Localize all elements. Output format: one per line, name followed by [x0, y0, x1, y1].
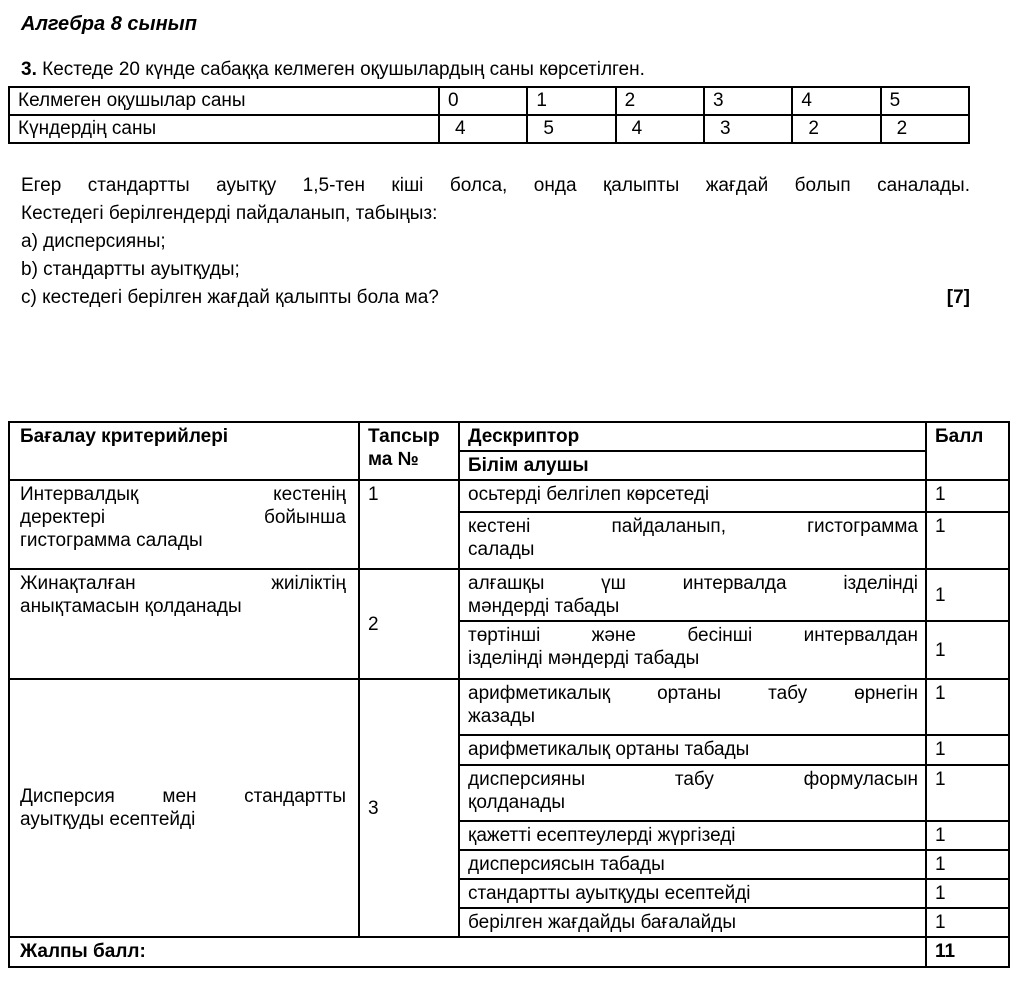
cell-value: 5: [879, 86, 971, 116]
document-title: Алгебра 8 сынып: [21, 13, 197, 35]
header-student: Білім алушы: [458, 450, 927, 481]
cell-value: 4: [614, 114, 705, 144]
total-label: Жалпы балл:: [8, 936, 927, 968]
cell-value: 5: [526, 114, 617, 144]
cell-value: 4: [791, 86, 882, 116]
descriptor-cell: берілген жағдайды бағалайды: [458, 907, 927, 938]
rubric-table: Бағалау критерийлері Тапсыр ма № Дескрипт…: [8, 421, 1010, 968]
page: { "doc": { "title": "Алгебра 8 сынып" },…: [0, 12, 1016, 992]
score-cell: 1: [925, 620, 1010, 680]
descriptor-cell: арифметикалық ортаны табады: [458, 734, 927, 766]
rubric-row: арифметикалық ортаны табады 1: [9, 734, 1010, 766]
absence-table: Келмеген оқушылар саны 0 1 2 3 4 5 Күнде…: [8, 86, 971, 144]
task-item-b: b) стандартты ауытқуды;: [21, 259, 240, 280]
rubric-row: дисперсияны табу формуласын қолданады 1: [9, 764, 1010, 822]
score-cell: 1: [925, 734, 1010, 766]
rubric-row: төртінші және бесінші интервалдан ізделін…: [9, 620, 1010, 680]
cell-value: 0: [437, 86, 529, 116]
score-cell: 1: [925, 764, 1010, 822]
problem-text: Кестеде 20 күнде сабаққа келмеген оқушыл…: [36, 59, 645, 80]
descriptor-cell: дисперсияны табу формуласын қолданады: [458, 764, 927, 822]
header-descriptor: Дескриптор: [458, 421, 927, 452]
task-item-c: c) кестедегі берілген жағдай қалыпты бол…: [21, 284, 970, 312]
header-task-number: Тапсыр ма №: [358, 421, 460, 481]
rubric-row: стандартты ауытқуды есептейді 1: [9, 878, 1010, 909]
total-score: 11: [925, 936, 1010, 968]
row-label: Келмеген оқушылар саны: [8, 86, 440, 116]
rubric-row: кестені пайдаланып, гистограмма салады 1: [9, 511, 1010, 570]
intro-text: Егер стандартты ауытқу 1,5-тен кіші болс…: [21, 175, 970, 224]
score-cell: 1: [925, 820, 1010, 851]
task-item-a: a) дисперсияны;: [21, 231, 166, 252]
descriptor-cell: кестені пайдаланып, гистограмма салады: [458, 511, 927, 570]
problem-number: 3.: [21, 59, 37, 80]
score-cell: 1: [925, 907, 1010, 938]
problem-statement: 3. Кестеде 20 күнде сабаққа келмеген оқу…: [21, 58, 1016, 82]
rubric-row: қажетті есептеулерді жүргізеді 1: [9, 820, 1010, 851]
score-cell: 1: [925, 878, 1010, 909]
absence-table-row-students: Келмеген оқушылар саны 0 1 2 3 4 5: [8, 86, 971, 116]
criteria-cell-3: Дисперсия мен стандартты ауытқуды есептей…: [8, 678, 360, 938]
task-number-cell-3: 3: [358, 678, 460, 938]
intro-paragraph: Егер стандартты ауытқу 1,5-тен кіші болс…: [21, 172, 970, 312]
score-cell: 1: [925, 849, 1010, 880]
cell-value: 3: [702, 114, 794, 144]
cell-value: 3: [702, 86, 794, 116]
score-cell: 1: [925, 568, 1010, 622]
descriptor-cell: арифметикалық ортаны табу өрнегін жазады: [458, 678, 927, 736]
task-number-cell-2: 2: [358, 568, 460, 680]
cell-value: 2: [614, 86, 705, 116]
descriptor-cell: дисперсиясын табады: [458, 849, 927, 880]
cell-value: 2: [791, 114, 882, 144]
descriptor-cell: қажетті есептеулерді жүргізеді: [458, 820, 927, 851]
rubric-header-row-1: Бағалау критерийлері Тапсыр ма № Дескрипт…: [8, 421, 1010, 481]
row-label: Күндердің саны: [8, 114, 440, 144]
rubric-row: Интервалдық кестенің деректері бойынша гис…: [8, 479, 1010, 570]
header-score: Балл: [925, 421, 1010, 481]
descriptor-cell: алғашқы үш интервалда ізделінді мәндерді …: [458, 568, 927, 622]
rubric-row: берілген жағдайды бағалайды 1: [9, 907, 1010, 938]
criteria-cell-1: Интервалдық кестенің деректері бойынша гис…: [8, 479, 360, 570]
descriptor-cell: осьтерді белгілеп көрсетеді: [458, 479, 927, 513]
score-cell: 1: [925, 678, 1010, 736]
rubric-row: дисперсиясын табады 1: [9, 849, 1010, 880]
cell-value: 4: [437, 114, 529, 144]
rubric-row: Дисперсия мен стандартты ауытқуды есептей…: [8, 678, 1010, 938]
absence-table-row-days: Күндердің саны 4 5 4 3 2 2: [8, 114, 971, 144]
marks-badge: [7]: [946, 287, 970, 308]
rubric-header-row-2: Білім алушы: [9, 450, 1009, 481]
cell-value: 2: [879, 114, 971, 144]
score-cell: 1: [925, 479, 1010, 513]
score-cell: 1: [925, 511, 1010, 570]
criteria-cell-2: Жинақталған жиіліктің анықтамасын қолдана…: [8, 568, 360, 680]
cell-value: 1: [526, 86, 617, 116]
task-item-c-text: c) кестедегі берілген жағдай қалыпты бол…: [21, 287, 439, 308]
header-criteria: Бағалау критерийлері: [8, 421, 360, 481]
rubric-row: Жинақталған жиіліктің анықтамасын қолдана…: [8, 568, 1010, 680]
descriptor-cell: төртінші және бесінші интервалдан ізделін…: [458, 620, 927, 680]
descriptor-cell: стандартты ауытқуды есептейді: [458, 878, 927, 909]
rubric-total-row: Жалпы балл: 11: [8, 936, 1010, 968]
task-number-cell-1: 1: [358, 479, 460, 570]
